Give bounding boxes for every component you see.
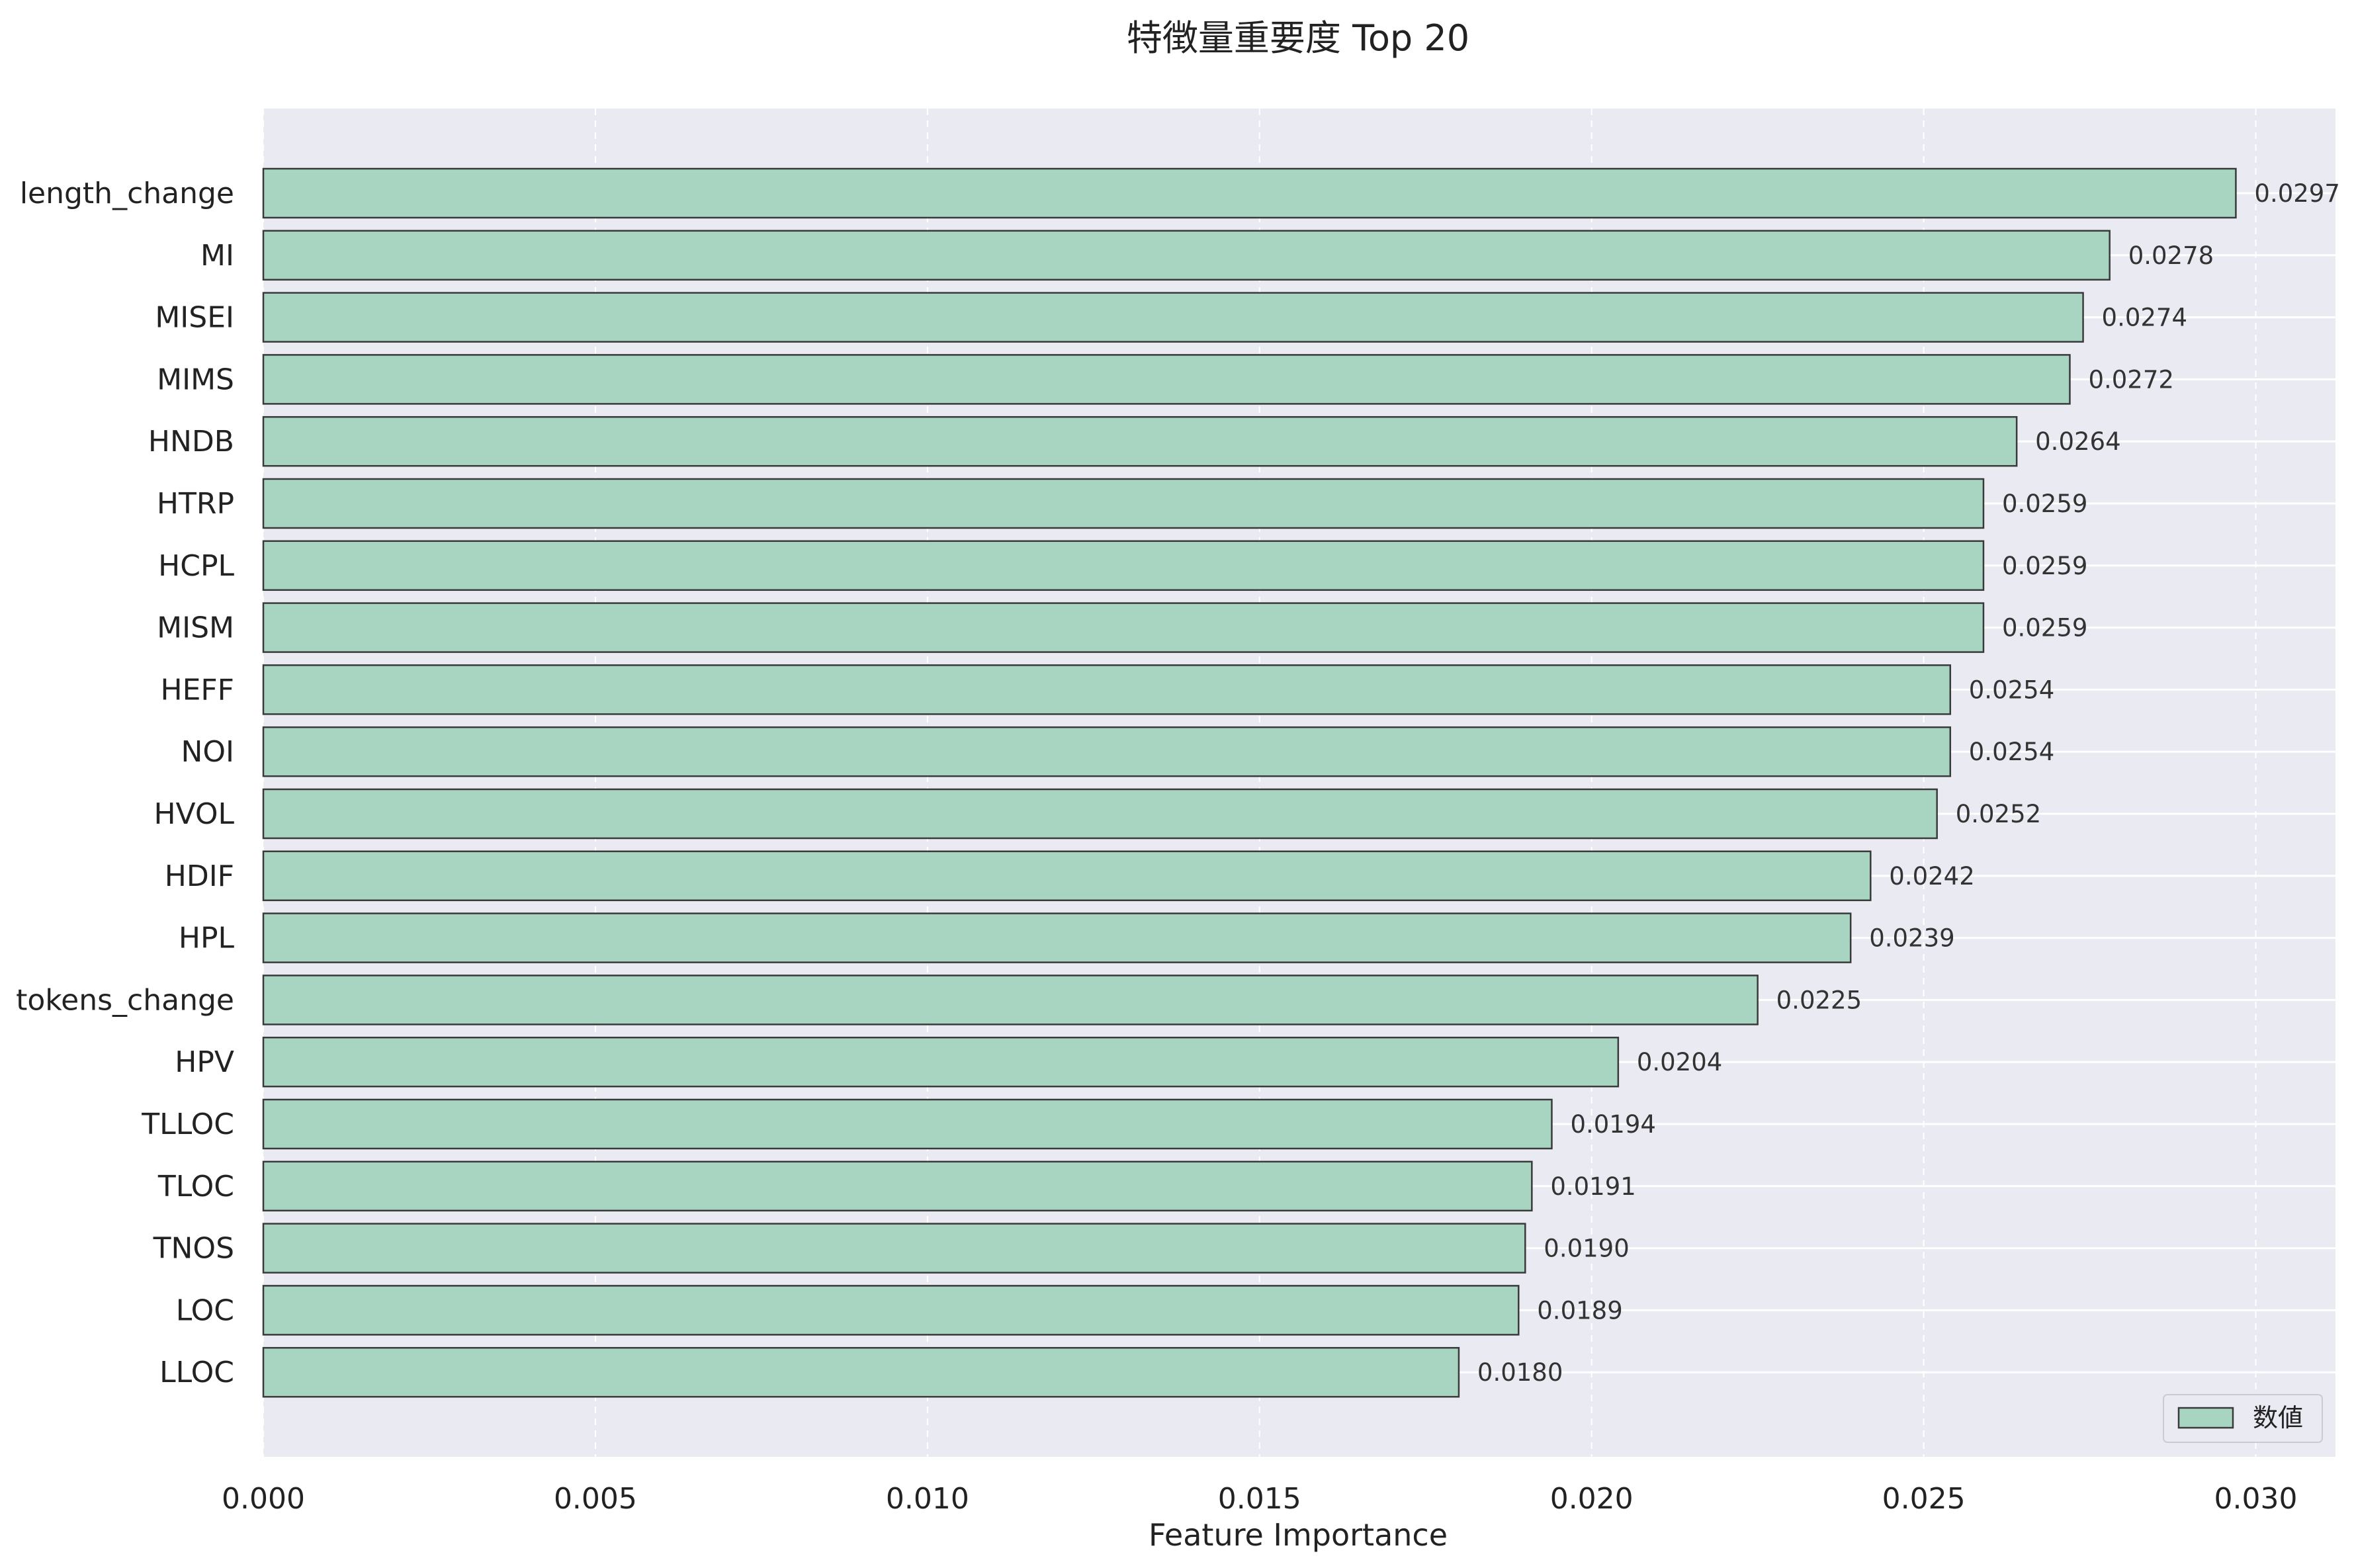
bar (262, 975, 1759, 1025)
x-tick-label: 0.005 (554, 1482, 637, 1516)
bar (262, 850, 1872, 902)
bar (262, 602, 1985, 653)
value-label: 0.0191 (1550, 1172, 1635, 1201)
category-label: NOI (181, 735, 234, 769)
value-label: 0.0225 (1776, 986, 1862, 1014)
category-label: HPV (175, 1045, 234, 1079)
legend: 数値 (2163, 1394, 2323, 1443)
bar (262, 1098, 1553, 1150)
category-label: HNDB (148, 425, 234, 458)
value-labels: 0.0297 0.0278 0.0274 0.0272 0.0264 0.0259 0.02… (1477, 179, 2340, 1387)
value-label: 0.0274 (2102, 304, 2187, 332)
category-label: TNOS (153, 1232, 234, 1266)
value-label: 0.0180 (1477, 1358, 1563, 1387)
x-tick-label: 0.020 (1550, 1482, 1634, 1516)
category-label: HCPL (158, 549, 234, 583)
bar (262, 230, 2111, 281)
bar (262, 1223, 1526, 1274)
category-label: HVOL (153, 797, 234, 831)
category-label: LLOC (159, 1356, 234, 1389)
value-label: 0.0242 (1889, 862, 1974, 891)
category-label: MIMS (157, 363, 234, 396)
x-tick-label: 0.030 (2214, 1482, 2298, 1516)
value-label: 0.0259 (2002, 552, 2087, 580)
value-label: 0.0254 (1969, 738, 2054, 766)
category-label: MISEI (155, 301, 234, 335)
bar (262, 788, 1938, 840)
legend-label: 数値 (2253, 1403, 2303, 1432)
legend-swatch (2177, 1407, 2234, 1429)
value-label: 0.0254 (1969, 675, 2054, 704)
legend-box (2163, 1394, 2323, 1443)
y-tick-labels: length_change MI MISEI MIMS HNDB HTRP HCPL MISM… (16, 177, 234, 1389)
category-label: HPL (179, 922, 235, 955)
bar (262, 292, 2084, 343)
value-label: 0.0190 (1544, 1235, 1629, 1263)
value-label: 0.0259 (2002, 490, 2087, 518)
bar (262, 415, 2018, 467)
value-label: 0.0278 (2128, 241, 2214, 270)
bar (262, 1160, 1533, 1212)
bar (262, 540, 1985, 591)
bar (262, 1285, 1520, 1336)
category-label: TLOC (157, 1170, 234, 1203)
bar (262, 1036, 1620, 1088)
value-label: 0.0204 (1637, 1048, 1722, 1076)
bar (262, 478, 1985, 529)
chart-title: 特徴量重要度 Top 20 (1127, 17, 1469, 59)
category-label: MISM (157, 611, 234, 645)
category-label: LOC (176, 1293, 234, 1327)
value-label: 0.0259 (2002, 614, 2087, 642)
value-label: 0.0297 (2254, 179, 2339, 208)
bar (262, 167, 2237, 219)
x-tick-label: 0.000 (222, 1482, 305, 1516)
category-label: HEFF (160, 673, 234, 707)
category-label: HTRP (157, 487, 234, 521)
category-label: tokens_change (16, 983, 234, 1017)
x-axis-title: Feature Importance (1149, 1517, 1448, 1553)
bars (262, 167, 2237, 1398)
value-label: 0.0264 (2035, 427, 2120, 456)
category-label: MI (200, 239, 234, 273)
x-tick-label: 0.015 (1218, 1482, 1301, 1516)
bar (262, 1346, 1460, 1398)
category-label: length_change (20, 177, 234, 210)
value-label: 0.0189 (1537, 1296, 1622, 1325)
value-label: 0.0252 (1956, 800, 2041, 828)
bar (262, 912, 1852, 963)
value-label: 0.0194 (1570, 1110, 1655, 1139)
bar (262, 726, 1952, 777)
value-label: 0.0239 (1869, 924, 1954, 953)
value-label: 0.0272 (2088, 365, 2173, 394)
category-label: HDIF (165, 859, 234, 893)
x-tick-label: 0.010 (886, 1482, 969, 1516)
bar (262, 354, 2071, 405)
x-tick-label: 0.025 (1882, 1482, 1966, 1516)
x-tick-labels: 0.000 0.005 0.010 0.015 0.020 0.025 0.030 (222, 1482, 2298, 1516)
bar (262, 664, 1952, 715)
category-label: TLLOC (141, 1108, 234, 1141)
